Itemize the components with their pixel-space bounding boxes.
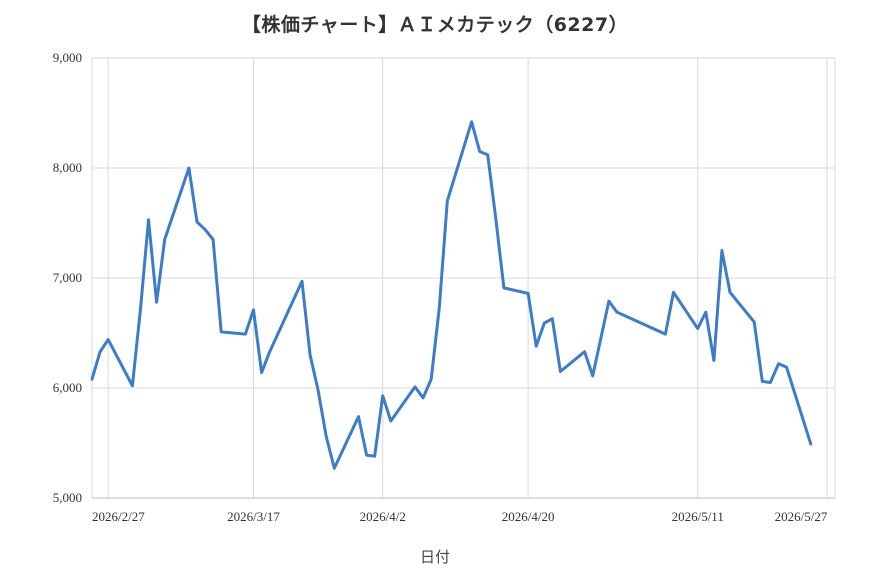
data-point xyxy=(430,378,433,381)
data-point xyxy=(212,238,215,241)
data-point xyxy=(543,322,546,325)
series-layer xyxy=(90,120,813,470)
grid-lines xyxy=(91,57,836,499)
data-point xyxy=(107,338,110,341)
data-point xyxy=(438,306,441,309)
data-point xyxy=(244,333,247,336)
data-point xyxy=(502,286,505,289)
y-tick-label: 7,000 xyxy=(53,270,82,285)
data-point xyxy=(494,217,497,220)
data-point xyxy=(268,350,271,353)
x-tick-label: 2026/4/2 xyxy=(360,509,406,524)
data-point xyxy=(583,350,586,353)
x-tick-label: 2026/4/20 xyxy=(502,509,555,524)
x-tick-label: 2026/5/27 xyxy=(775,509,828,524)
data-point xyxy=(220,330,223,333)
y-tick-label: 6,000 xyxy=(53,380,82,395)
data-point xyxy=(777,362,780,365)
x-tick-label: 2026/3/17 xyxy=(227,509,280,524)
data-point xyxy=(704,311,707,314)
chart-title: 【株価チャート】ＡＩメカテック（6227） xyxy=(241,14,629,36)
data-point xyxy=(486,153,489,156)
data-point xyxy=(672,291,675,294)
data-point xyxy=(615,311,618,314)
data-point xyxy=(139,307,142,310)
data-point xyxy=(414,385,417,388)
data-point xyxy=(591,374,594,377)
data-point xyxy=(607,300,610,303)
price-series-line xyxy=(90,120,813,470)
y-tick-label: 5,000 xyxy=(53,490,82,505)
data-point xyxy=(260,371,263,374)
data-point xyxy=(333,467,336,470)
y-tick-label: 9,000 xyxy=(53,50,82,65)
data-point xyxy=(131,384,134,387)
data-point xyxy=(389,420,392,423)
data-point xyxy=(551,317,554,320)
x-tick-label: 2026/2/27 xyxy=(92,509,145,524)
data-point xyxy=(373,455,376,458)
data-point xyxy=(664,333,667,336)
data-point xyxy=(204,228,207,231)
x-tick-labels: 2026/2/27 2026/3/17 2026/4/2 2026/4/20 2026/… xyxy=(92,509,828,524)
data-point xyxy=(309,354,312,357)
data-point xyxy=(761,380,764,383)
data-point xyxy=(365,454,368,457)
data-point xyxy=(478,150,481,153)
data-point xyxy=(252,308,255,311)
data-point xyxy=(729,291,732,294)
data-point xyxy=(696,327,699,330)
data-point xyxy=(470,120,473,123)
data-point xyxy=(785,366,788,369)
data-point xyxy=(196,220,199,223)
data-point xyxy=(422,396,425,399)
data-point xyxy=(91,378,94,381)
data-point xyxy=(753,321,756,324)
y-tick-labels: 5,000 6,000 7,000 8,000 9,000 xyxy=(53,50,82,505)
data-point xyxy=(301,280,304,283)
data-point xyxy=(163,238,166,241)
data-point xyxy=(325,435,328,438)
data-point xyxy=(712,359,715,362)
data-point xyxy=(535,345,538,348)
data-point xyxy=(446,200,449,203)
data-point xyxy=(317,389,320,392)
x-tick-label: 2026/5/11 xyxy=(672,509,724,524)
y-tick-label: 8,000 xyxy=(53,160,82,175)
data-point xyxy=(527,292,530,295)
data-point xyxy=(769,381,772,384)
data-point xyxy=(809,443,812,446)
x-axis-label: 日付 xyxy=(419,548,450,566)
data-point xyxy=(99,350,102,353)
data-point xyxy=(357,415,360,418)
data-point xyxy=(147,218,150,221)
data-point xyxy=(720,249,723,252)
data-point xyxy=(155,301,158,304)
data-point xyxy=(381,394,384,397)
data-point xyxy=(559,370,562,373)
data-point xyxy=(187,167,190,170)
